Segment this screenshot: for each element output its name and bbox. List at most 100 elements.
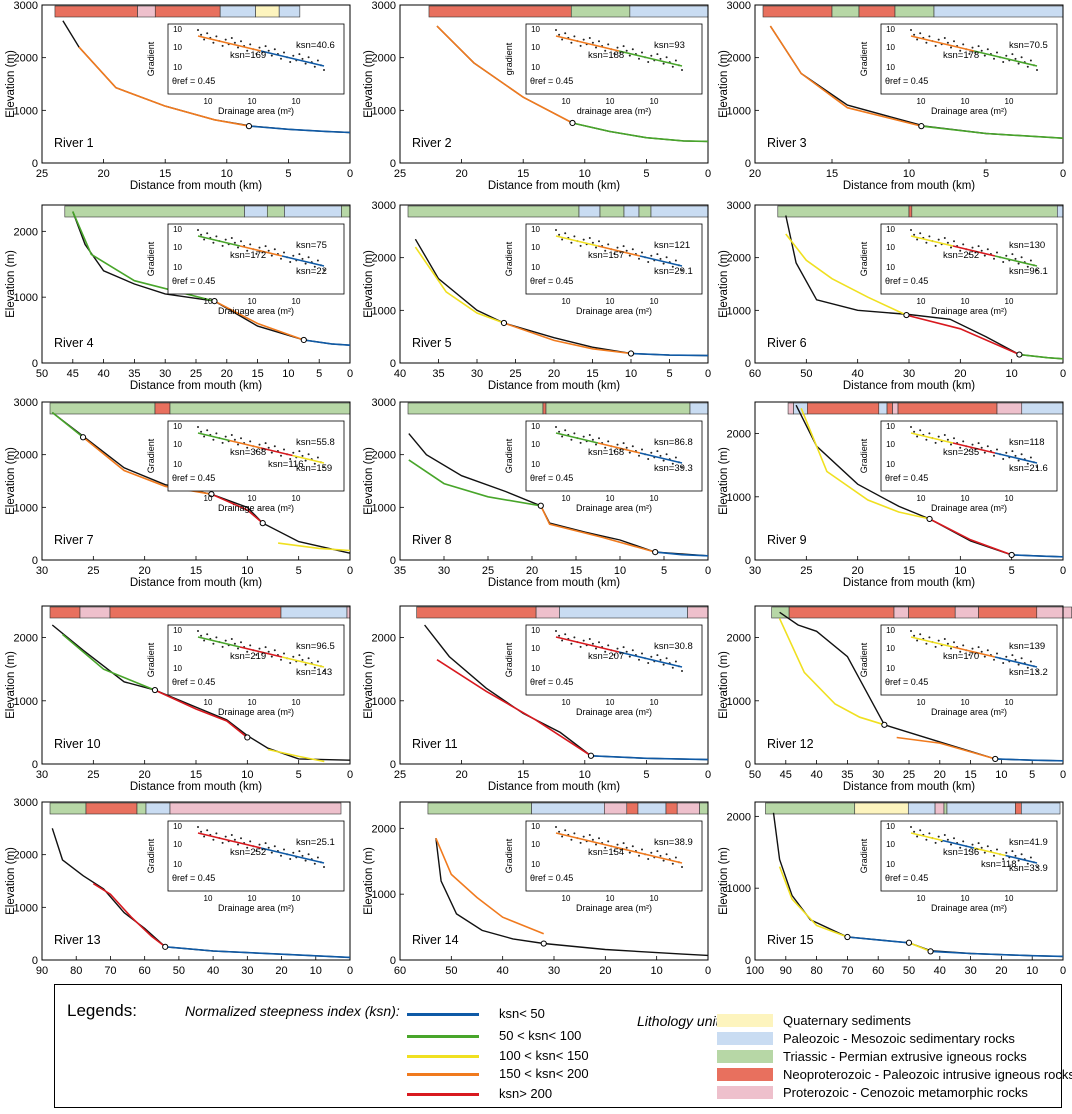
theta-ref-label: θref = 0.45 [885, 677, 928, 687]
ksn-segment [896, 736, 996, 760]
y-tick-label: 3000 [14, 0, 38, 12]
inset-data-point [249, 43, 252, 46]
inset-data-point [674, 856, 677, 859]
y-tick-label: 1000 [372, 305, 396, 317]
y-tick-label: 0 [745, 158, 751, 170]
x-axis-label: Distance from mouth (km) [843, 180, 975, 192]
inset-data-point [1026, 666, 1029, 669]
inset-data-point [212, 438, 215, 441]
x-tick-label: 20 [934, 769, 946, 781]
inset-data-point [313, 65, 316, 68]
inset-data-point [953, 641, 955, 644]
inset-x-tick-label: 10 [562, 97, 571, 106]
inset-y-tick-label: 10 [886, 63, 895, 72]
inset-data-point [650, 451, 653, 454]
inset-data-point [1014, 854, 1017, 857]
inset-data-point [582, 639, 585, 642]
inset-data-point [977, 842, 980, 845]
ksn-segment [154, 689, 248, 739]
inset-data-point [983, 254, 986, 257]
inset-data-point [1036, 866, 1038, 868]
y-tick-label: 0 [390, 759, 396, 771]
inset-y-tick-label: 10 [173, 840, 182, 849]
inset-data-point [221, 441, 224, 444]
inset-data-point [986, 445, 989, 448]
inset-data-point [579, 44, 582, 47]
inset-x-tick-label: 10 [562, 494, 571, 503]
x-tick-label: 10 [221, 168, 233, 180]
inset-x-tick-label: 10 [1005, 297, 1014, 306]
inset-data-point [200, 634, 203, 637]
inset-data-point [971, 46, 974, 49]
inset-x-tick-label: 10 [917, 297, 926, 306]
inset-data-point [598, 837, 600, 840]
lithology-legend-label: Neoproterozoic - Paleozoic intrusive ign… [783, 1067, 1072, 1082]
lithology-bar-segment [137, 5, 156, 18]
inset-fit-line [197, 832, 262, 849]
x-tick-label: 10 [310, 965, 322, 975]
y-tick-label: 0 [390, 955, 396, 967]
inset-frame [880, 820, 1058, 892]
knickpoint-marker [881, 721, 888, 728]
inset-data-point [950, 46, 952, 49]
inset-data-point [1036, 269, 1038, 271]
inset-data-point [943, 834, 946, 836]
y-tick-label: 2000 [727, 633, 751, 645]
inset-data-point [215, 432, 218, 435]
inset-data-point [197, 229, 199, 231]
y-tick-label: 2000 [372, 253, 396, 265]
ksn-value-label: ksn=178 [943, 50, 979, 61]
inset-data-point [946, 438, 949, 441]
y-tick-label: 3000 [727, 0, 751, 12]
x-tick-label: 30 [471, 368, 483, 380]
x-tick-label: 40 [852, 368, 864, 380]
lithology-bar-segment [535, 606, 560, 619]
chart-3: 20 15 10 5 0 0 1000 2000 3000 Distance from mouth… [718, 0, 1066, 192]
inset-data-point [665, 853, 668, 856]
inset-data-point [212, 642, 215, 645]
inset-data-point [671, 666, 674, 669]
inset-data-point [258, 246, 261, 249]
inset-data-point [588, 237, 591, 239]
inset-x-axis-label: Drainage area (m²) [576, 503, 652, 513]
inset-data-point [595, 46, 597, 49]
inset-data-point [230, 37, 233, 39]
ksn-legend-label: 150 < ksn< 200 [499, 1066, 589, 1081]
inset-x-axis-label: Drainage area (m²) [576, 903, 652, 913]
lithology-bar-segment [788, 606, 895, 619]
inset-data-point [280, 257, 282, 260]
inset-data-point [233, 642, 236, 645]
y-axis-label: Elevation (m) [718, 250, 730, 318]
knickpoint-marker [905, 939, 913, 946]
inset-data-point [647, 858, 650, 860]
x-tick-label: 40 [934, 965, 946, 975]
x-tick-label: 10 [241, 769, 253, 781]
plot-frame [399, 401, 709, 561]
river-label: River 3 [767, 136, 807, 150]
inset-data-point [647, 61, 650, 63]
x-tick-label: 60 [139, 965, 151, 975]
inset-data-point [258, 843, 261, 846]
knickpoint-marker [500, 319, 508, 327]
ksn-value-label: ksn=96.5 [296, 641, 335, 652]
inset-frame [880, 420, 1058, 492]
y-tick-label: 3000 [372, 200, 396, 212]
inset-data-point [622, 646, 625, 649]
inset-data-point [588, 37, 591, 39]
x-tick-label: 10 [903, 168, 915, 180]
x-tick-label: 0 [1060, 168, 1066, 180]
inset-y-axis-label: Gradient [146, 438, 156, 473]
inset-data-point [638, 854, 640, 857]
inset-y-tick-label: 10 [531, 263, 540, 272]
y-tick-label: 0 [390, 358, 396, 370]
inset-data-point [555, 826, 557, 828]
y-tick-label: 0 [390, 555, 396, 567]
inset-data-point [283, 848, 285, 851]
inset-x-tick-label: 10 [562, 297, 571, 306]
inset-data-point [591, 41, 594, 44]
inset-fit-line [639, 255, 683, 267]
lithology-bar-segment [559, 606, 688, 619]
ksn-segment [92, 882, 166, 948]
